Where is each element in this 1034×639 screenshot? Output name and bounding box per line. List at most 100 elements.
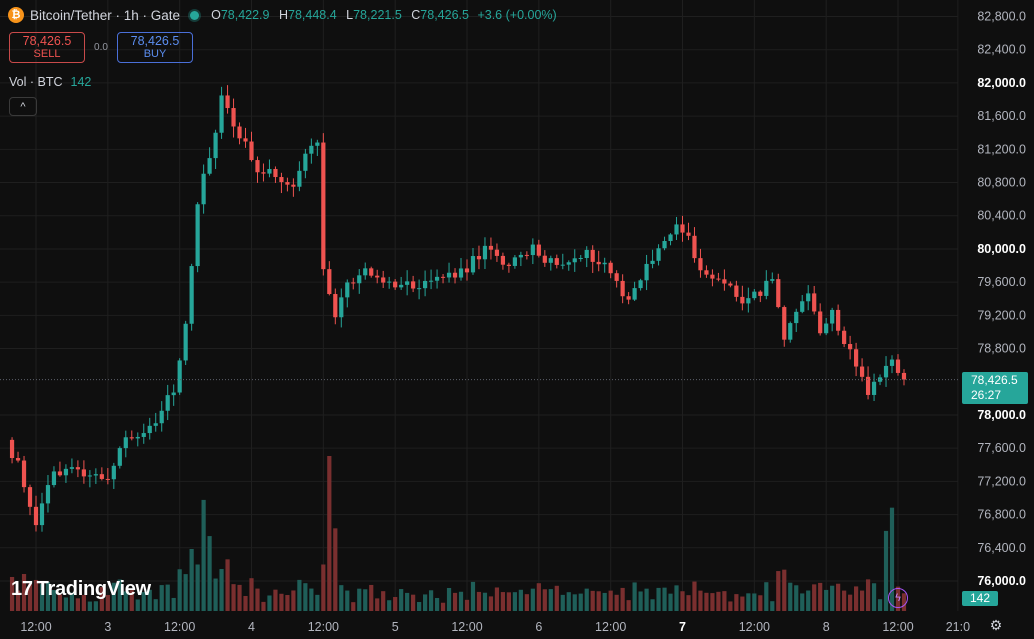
candle-body	[375, 275, 380, 278]
volume-bar	[183, 574, 188, 611]
settings-gear-icon[interactable]: ⚙	[989, 617, 1003, 633]
candle-body	[830, 309, 835, 324]
volume-bar	[482, 592, 488, 611]
candle-body	[417, 288, 422, 290]
candle-body	[279, 177, 284, 183]
last-price-value: 78,426.5	[971, 373, 1018, 387]
volume-bar	[626, 600, 631, 611]
price-tick-label: 80,800.0	[977, 176, 1026, 190]
volume-bar	[842, 590, 847, 611]
candle-body	[530, 244, 535, 256]
open-label: O	[211, 8, 221, 22]
candle-body	[746, 298, 751, 304]
volume-bar	[171, 597, 176, 611]
candle-body	[602, 262, 607, 265]
volume-bar	[680, 591, 685, 611]
collapse-legend-button[interactable]: ^	[9, 97, 37, 116]
chevron-up-icon: ^	[20, 100, 26, 113]
volume-bar	[147, 589, 152, 611]
candle-body	[662, 241, 667, 249]
volume-bar	[117, 579, 122, 611]
candle-body	[470, 256, 476, 273]
candle-body	[399, 284, 404, 288]
candle-body	[75, 467, 81, 470]
volume-bar	[261, 601, 266, 611]
buy-price: 78,426.5	[130, 33, 180, 48]
volume-bar	[572, 594, 577, 611]
candle-body	[428, 280, 434, 282]
volume-bar	[195, 564, 200, 611]
price-tick-label: 79,200.0	[977, 308, 1026, 322]
volume-bar	[608, 590, 613, 611]
volume-bar	[614, 594, 619, 611]
candle-body	[680, 224, 685, 233]
candle-body	[650, 260, 655, 264]
symbol-title[interactable]: Bitcoin/Tether · 1h · Gate	[30, 7, 181, 23]
candle-body	[105, 478, 110, 480]
candle-body	[752, 291, 757, 299]
volume-bar	[536, 583, 541, 611]
volume-bar	[375, 598, 380, 611]
volume-bar	[57, 594, 63, 611]
last-volume-tag: 142	[962, 591, 998, 606]
candle-body	[506, 264, 512, 266]
sell-label: SELL	[33, 47, 61, 60]
bolt-icon[interactable]: ϟ	[888, 588, 908, 608]
volume-bar	[321, 564, 326, 611]
price-tick-label: 77,600.0	[977, 441, 1026, 455]
buy-button[interactable]: 78,426.5 BUY	[117, 32, 193, 63]
close-label: C	[411, 8, 421, 22]
volume-bar	[848, 594, 853, 611]
candle-body	[512, 257, 517, 266]
volume-bar	[201, 499, 206, 611]
volume-bar	[285, 595, 290, 611]
tradingview-mark-icon: 17	[11, 578, 33, 600]
candle-body	[387, 281, 392, 283]
candle-body	[434, 276, 440, 281]
price-tick-label: 76,400.0	[977, 541, 1026, 555]
volume-bar	[764, 582, 769, 611]
candle-body	[273, 168, 278, 178]
volume-bar	[710, 593, 715, 611]
candle-body	[237, 126, 242, 139]
ohlc-values: O78,422.9 H78,448.4 L78,221.5 C78,426.5 …	[205, 8, 557, 22]
sell-button[interactable]: 78,426.5 SELL	[9, 32, 85, 63]
candle-body	[716, 278, 721, 280]
price-tick-label: 76,800.0	[977, 508, 1026, 522]
volume-bar	[434, 597, 440, 611]
volume-bar	[297, 579, 302, 611]
volume-bar	[45, 581, 51, 611]
volume-bar	[213, 578, 218, 611]
candle-body	[853, 349, 859, 367]
candle-body	[446, 272, 452, 278]
volume-bar	[93, 601, 98, 611]
volume-bar	[345, 590, 350, 611]
candle-body	[836, 309, 841, 331]
candle-body	[668, 234, 673, 242]
candle-body	[883, 365, 889, 378]
candle-body	[261, 172, 266, 174]
price-tick-label: 78,000.0	[977, 408, 1026, 422]
candle-body	[201, 173, 206, 205]
volume-bar	[716, 591, 721, 611]
candle-body	[482, 245, 488, 260]
volume-bar	[63, 597, 69, 611]
candle-body	[99, 474, 104, 479]
volume-bar	[470, 581, 476, 611]
volume-bar	[237, 584, 242, 611]
volume-legend[interactable]: Vol · BTC 142	[9, 75, 91, 89]
volume-bar	[141, 592, 146, 611]
candle-body	[171, 392, 176, 396]
sell-price: 78,426.5	[22, 33, 72, 48]
volume-bar	[830, 585, 835, 611]
candle-body	[297, 170, 302, 187]
volume-bar	[889, 507, 895, 611]
candle-body	[566, 262, 571, 265]
tradingview-logo[interactable]: 17 TradingView	[11, 578, 151, 601]
candle-body	[626, 296, 631, 300]
price-tick-label: 82,800.0	[977, 10, 1026, 24]
candle-body	[644, 263, 649, 281]
bar-countdown: 26:27	[971, 388, 1002, 402]
candle-body	[698, 258, 703, 271]
